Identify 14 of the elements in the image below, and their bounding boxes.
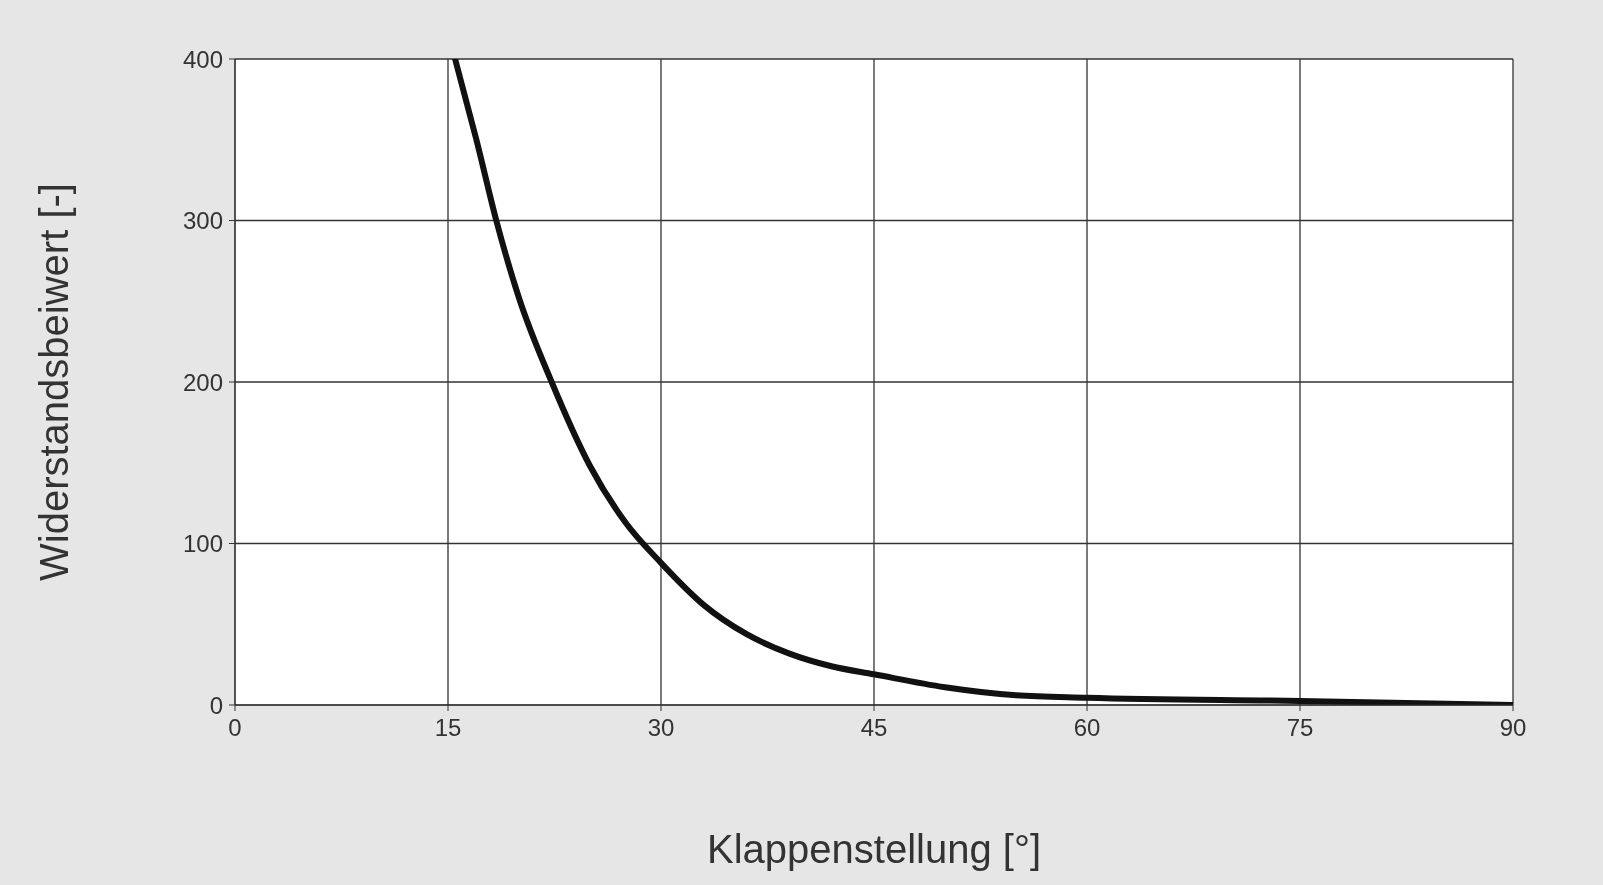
y-tick-label: 300 [182, 207, 223, 235]
y-tick-label: 0 [209, 691, 223, 719]
x-tick-label: 0 [228, 714, 242, 742]
x-axis-title: Klappenstellung [°] [706, 827, 1042, 871]
y-tick-label: 100 [182, 530, 223, 558]
x-tick-label: 45 [860, 714, 888, 742]
y-axis-title: Widerstandsbeiwert [-] [32, 183, 76, 581]
y-tick-label: 400 [182, 45, 223, 73]
x-tick-label: 75 [1286, 714, 1314, 742]
y-tick-label: 200 [182, 368, 223, 396]
x-tick-label: 90 [1499, 714, 1527, 742]
x-tick-label: 15 [434, 714, 462, 742]
x-tick-label: 30 [647, 714, 675, 742]
x-tick-label: 60 [1073, 714, 1101, 742]
